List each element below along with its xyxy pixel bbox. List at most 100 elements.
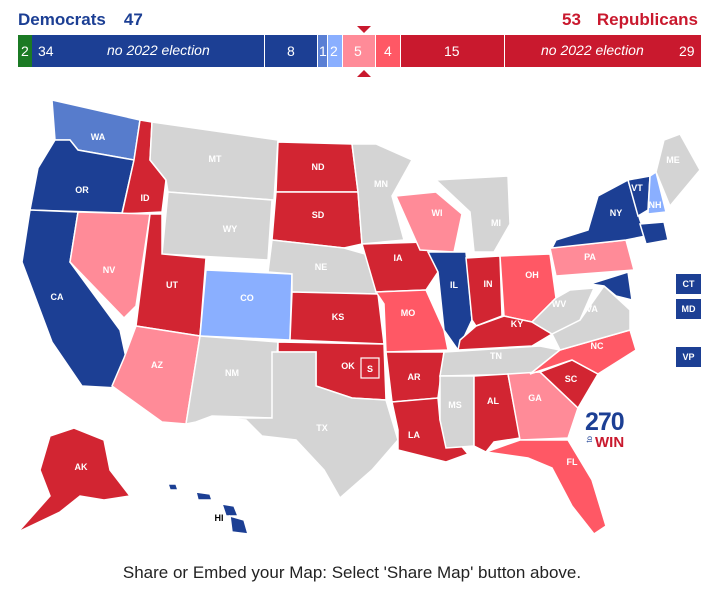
- label-IA: IA: [394, 253, 404, 263]
- label-SC: SC: [565, 374, 578, 384]
- state-CO[interactable]: [199, 269, 293, 341]
- bar-segment-independent[interactable]: 2: [18, 35, 32, 67]
- state-MN[interactable]: [351, 143, 414, 245]
- state-NY[interactable]: [550, 178, 648, 249]
- label-KS: KS: [332, 312, 345, 322]
- small-state-label: MD: [681, 304, 696, 314]
- label-WV: WV: [552, 299, 567, 309]
- label-LA: LA: [408, 430, 420, 440]
- segment-label: 15: [444, 43, 460, 59]
- republicans-total: 53: [561, 10, 581, 29]
- label-OK: OK: [341, 361, 355, 371]
- state-AK[interactable]: [17, 427, 132, 533]
- logo-number: 270: [585, 408, 625, 436]
- label-AL: AL: [487, 396, 499, 406]
- label-NY: NY: [610, 208, 623, 218]
- bar-segment-rep-safe[interactable]: 15: [401, 35, 504, 67]
- label-IL: IL: [450, 280, 459, 290]
- label-OR: OR: [75, 185, 89, 195]
- label-GA: GA: [528, 393, 542, 403]
- bar-segment-dem-no-election[interactable]: 34 no 2022 election: [32, 35, 264, 67]
- state-CT-area[interactable]: [639, 221, 669, 245]
- label-ID: ID: [141, 193, 151, 203]
- label-UT: UT: [166, 280, 178, 290]
- label-PA: PA: [584, 252, 596, 262]
- small-state-box-CT[interactable]: CT: [676, 274, 701, 294]
- label-NH: NH: [649, 200, 662, 210]
- label-NM: NM: [225, 368, 239, 378]
- logo-to: to: [585, 436, 594, 443]
- label-SD: SD: [312, 210, 325, 220]
- democrats-label: Democrats: [18, 10, 106, 29]
- segment-label: 2: [330, 43, 338, 59]
- small-state-box-VP[interactable]: VP: [676, 347, 701, 367]
- bar-segment-dem-likely[interactable]: 1: [318, 35, 327, 67]
- bar-segment-rep-no-election[interactable]: no 2022 election 29: [505, 35, 701, 67]
- bar-segment-rep-likely[interactable]: 4: [376, 35, 400, 67]
- state-SD[interactable]: [271, 191, 363, 249]
- state-NV[interactable]: [69, 211, 151, 320]
- segment-label: 1: [319, 43, 327, 59]
- state-NM[interactable]: [185, 335, 279, 425]
- small-state-label: CT: [682, 279, 695, 289]
- label-AR: AR: [408, 372, 421, 382]
- label-OH: OH: [525, 270, 539, 280]
- label-MS: MS: [448, 400, 462, 410]
- democrats-total: 47: [123, 10, 143, 29]
- bar-segment-rep-lean[interactable]: 5: [343, 35, 375, 67]
- state-FL[interactable]: [485, 439, 607, 536]
- state-IA[interactable]: [361, 241, 439, 293]
- label-CA: CA: [51, 292, 64, 302]
- state-MS[interactable]: [439, 375, 475, 449]
- state-NH[interactable]: [647, 170, 667, 215]
- state-WI[interactable]: [394, 191, 463, 253]
- state-WY[interactable]: [161, 191, 273, 261]
- label-ND: ND: [312, 162, 325, 172]
- majority-marker-top-icon: [357, 26, 371, 33]
- republicans-label: Republicans: [596, 10, 698, 29]
- label-MI: MI: [491, 218, 501, 228]
- label-NC: NC: [591, 341, 604, 351]
- segment-label: 8: [287, 43, 295, 59]
- state-MD[interactable]: [589, 271, 633, 301]
- democrats-header: Democrats 47: [18, 10, 143, 30]
- segment-label: 2: [21, 43, 29, 59]
- state-AZ[interactable]: [111, 325, 201, 425]
- label-HI: HI: [215, 513, 224, 523]
- label-NE: NE: [315, 262, 328, 272]
- state-ME[interactable]: [655, 133, 701, 208]
- label-FL: FL: [567, 457, 578, 467]
- state-MI[interactable]: [434, 175, 511, 253]
- label-MT: MT: [209, 154, 222, 164]
- label-KY: KY: [511, 319, 524, 329]
- label-CO: CO: [240, 293, 254, 303]
- state-MO[interactable]: [374, 289, 449, 353]
- small-state-box-MD[interactable]: MD: [676, 299, 701, 319]
- state-WV[interactable]: [530, 287, 596, 335]
- bar-segment-dem-safe[interactable]: 8: [265, 35, 317, 67]
- segment-label: 34: [38, 43, 54, 59]
- segment-note: no 2022 election: [107, 42, 210, 58]
- segment-label: 29: [679, 43, 695, 59]
- label-WI: WI: [432, 208, 443, 218]
- state-HI[interactable]: [166, 483, 250, 535]
- label-TX: TX: [316, 423, 328, 433]
- segment-note: no 2022 election: [541, 42, 644, 58]
- label-OK-special: S: [367, 364, 373, 374]
- state-TX[interactable]: [211, 351, 399, 500]
- share-embed-note: Share or Embed your Map: Select 'Share M…: [122, 563, 582, 582]
- 270towin-logo[interactable]: 270 to WIN: [585, 410, 631, 454]
- label-AK: AK: [75, 462, 88, 472]
- logo-win: WIN: [595, 434, 625, 451]
- segment-label: 4: [384, 43, 392, 59]
- label-ME: ME: [666, 155, 680, 165]
- label-MO: MO: [401, 308, 416, 318]
- label-WA: WA: [91, 132, 106, 142]
- bar-segment-dem-lean[interactable]: 2: [328, 35, 342, 67]
- label-VA: VA: [586, 304, 598, 314]
- small-state-label: VP: [682, 352, 695, 362]
- majority-marker-bottom-icon: [357, 70, 371, 77]
- state-IN[interactable]: [465, 255, 503, 327]
- label-TN: TN: [490, 351, 502, 361]
- label-AZ: AZ: [151, 360, 163, 370]
